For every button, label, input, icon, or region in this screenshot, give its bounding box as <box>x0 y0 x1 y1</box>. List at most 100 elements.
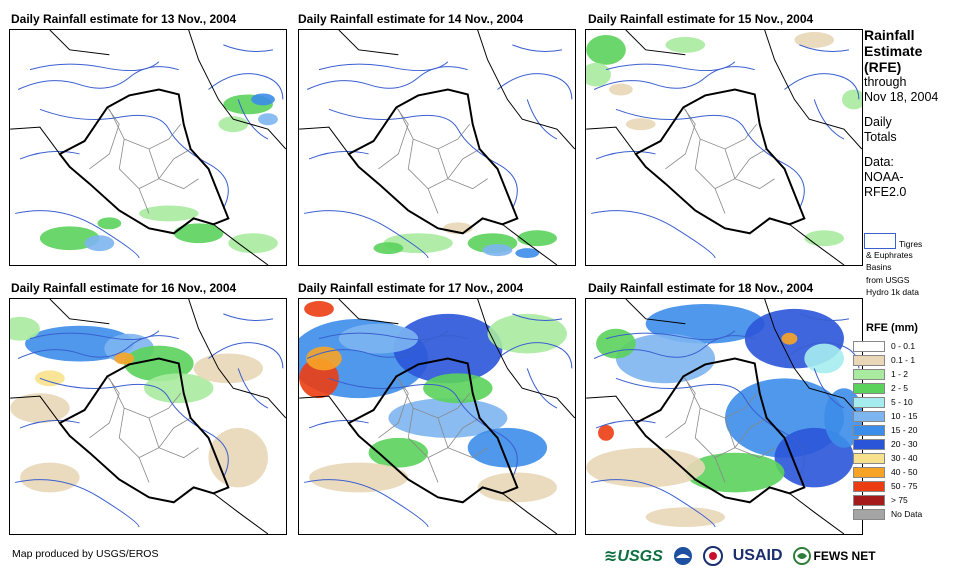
country-border <box>502 223 558 265</box>
sidebar-totals-1: Daily <box>864 115 892 129</box>
basin-boundary <box>39 108 229 209</box>
basin-boundary <box>17 66 179 90</box>
basin-boundary <box>615 377 805 478</box>
basin-boundary <box>591 210 716 259</box>
basin-boundary <box>512 44 563 52</box>
sidebar: Rainfall Estimate (RFE) through Nov 18, … <box>864 27 964 200</box>
country-border <box>497 79 575 150</box>
panel-title-4: Daily Rainfall estimate for 16 Nov., 200… <box>11 281 237 295</box>
legend-item: 2 - 5 <box>853 381 963 395</box>
rainfall-areas <box>10 316 268 493</box>
iraq-border <box>634 88 806 235</box>
rainfall-blob <box>309 462 409 493</box>
legend-label: 5 - 10 <box>891 397 913 407</box>
legend-swatch <box>853 396 885 408</box>
legend-item: 30 - 40 <box>853 451 963 465</box>
basin-label-1: Tigres <box>899 239 923 249</box>
basin-boundary <box>526 368 558 409</box>
fews-globe-icon <box>792 547 811 565</box>
legend-label: 50 - 75 <box>891 481 918 491</box>
basin-boundary <box>223 44 274 52</box>
sidebar-title-2: Estimate <box>864 43 923 59</box>
country-border <box>477 299 498 349</box>
basin-boundary <box>19 150 80 160</box>
legend-item: 0 - 0.1 <box>853 339 963 353</box>
basin-boundary <box>208 342 284 369</box>
rainfall-blob <box>193 353 264 384</box>
legend-label: 2 - 5 <box>891 383 909 393</box>
iraq-border <box>347 357 519 504</box>
legend-item: 5 - 10 <box>853 395 963 409</box>
province-boundary <box>684 109 758 150</box>
rainfall-blob <box>841 89 862 110</box>
rainfall-blob <box>596 328 636 359</box>
country-border <box>208 79 286 150</box>
legend-label: 30 - 40 <box>891 453 918 463</box>
legend-label: 20 - 30 <box>891 439 918 449</box>
country-border <box>625 30 686 56</box>
country-border <box>213 223 269 265</box>
legend-item: 40 - 50 <box>853 465 963 479</box>
basin-boundary <box>304 479 429 528</box>
panel-title-1: Daily Rainfall estimate for 13 Nov., 200… <box>11 12 237 26</box>
rainfall-areas <box>39 93 278 254</box>
legend-label: No Data <box>891 509 923 519</box>
legend-label: 40 - 50 <box>891 467 918 477</box>
country-border <box>299 126 350 155</box>
legend-swatch <box>853 508 885 520</box>
rainfall-blob <box>218 116 249 133</box>
country-border <box>338 30 399 56</box>
basin-boundary <box>39 377 229 478</box>
country-border <box>764 30 785 80</box>
legend-item: 0.1 - 1 <box>853 353 963 367</box>
legend-label: 1 - 2 <box>891 369 909 379</box>
basin-boundary <box>19 419 80 429</box>
rainfall-blob <box>373 242 404 255</box>
sidebar-title-1: Rainfall <box>864 27 915 43</box>
rainfall-blob <box>10 316 40 341</box>
rainfall-blob <box>139 205 199 222</box>
country-border <box>502 492 558 534</box>
province-boundary <box>397 109 471 150</box>
iraq-border <box>58 357 230 504</box>
country-border <box>625 299 686 325</box>
rainfall-blob <box>251 93 275 106</box>
basin-boundary <box>784 73 860 100</box>
usgs-logo: ≋USGS <box>604 548 663 565</box>
legend-swatch <box>853 340 885 352</box>
legend-swatch <box>853 494 885 506</box>
province-boundary <box>437 148 488 190</box>
country-border <box>586 395 637 424</box>
basin-boundary <box>318 330 449 341</box>
rainfall-blob <box>114 352 135 365</box>
basin-swatch <box>864 233 896 249</box>
basin-boundary <box>15 210 140 259</box>
country-border <box>477 30 498 80</box>
province-boundary <box>665 107 696 170</box>
legend-item: 15 - 20 <box>853 423 963 437</box>
rainfall-blob <box>517 230 557 247</box>
rainfall-blob <box>20 462 80 493</box>
legend-swatch <box>853 438 885 450</box>
rainfall-blob <box>804 343 844 374</box>
sidebar-through: through <box>864 75 907 89</box>
country-border <box>586 126 637 155</box>
country-border <box>764 299 785 349</box>
rainfall-blob <box>586 62 611 87</box>
legend-swatch <box>853 480 885 492</box>
rainfall-blob <box>124 345 194 382</box>
rainfall-blob <box>824 388 862 448</box>
map-panel-18-nov <box>585 298 863 535</box>
rainfall-blob <box>645 507 725 528</box>
country-border <box>497 348 575 419</box>
province-boundary <box>665 376 696 439</box>
rainfall-blob <box>515 248 540 259</box>
rainfall-blob <box>467 427 548 468</box>
basin-boundary <box>223 313 274 321</box>
country-border <box>784 79 862 150</box>
province-boundary <box>397 378 471 419</box>
province-boundary <box>427 457 439 483</box>
legend-item: > 75 <box>853 493 963 507</box>
map-panel-16-nov <box>9 298 287 535</box>
province-boundary <box>437 417 488 459</box>
